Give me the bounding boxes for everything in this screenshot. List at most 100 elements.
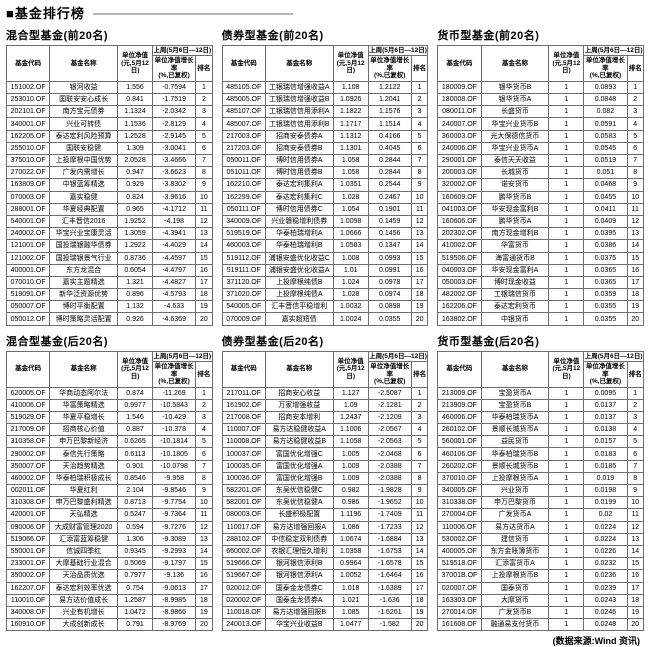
cell-fund-code: 213009.OF (437, 386, 482, 400)
cell-growth-rate: -2.9145 (151, 129, 197, 143)
cell-fund-code: 160609.OF (437, 190, 482, 204)
cell-fund-code: 040003.OF (437, 263, 482, 277)
cell-fund-code: 485005.OF (221, 93, 266, 107)
cell-fund-code: 121002.OF (5, 251, 51, 265)
cell-growth-rate: -1.7409 (367, 508, 412, 522)
cell-rank: 18 (195, 288, 213, 302)
cell-fund-code: 163303.OF (437, 593, 482, 607)
table-row: 020012.OF 国泰金龙债券C 1.018 -1.6389 17 (221, 581, 429, 595)
cell-fund-code: 180009.OF (437, 80, 482, 95)
table-row: 519506.OF 海富通货币B 1 0.0375 15 (437, 251, 645, 265)
cell-rank: 19 (195, 300, 213, 314)
cell-nav: 0.986 (332, 496, 369, 510)
table-row: 660002.OF 农银汇理恒久增利 1.0358 -1.6753 14 (221, 544, 429, 559)
cell-growth-rate: -1.6578 (367, 557, 412, 571)
cell-fund-name: 国泰金龙债券A (264, 593, 334, 607)
cell-nav: 1.0583 (332, 239, 369, 253)
cell-rank: 5 (410, 435, 429, 449)
cell-growth-rate: -10.378 (151, 423, 197, 437)
cell-nav: 1.0477 (332, 618, 369, 632)
cell-growth-rate: 0.0137 (583, 410, 628, 425)
col-header-code: 基金代码 (5, 350, 51, 388)
cell-growth-rate: -9.958 (151, 471, 197, 486)
cell-nav: 1 (548, 618, 585, 632)
table-row: 410002.OF 华富货币 1 0.0386 14 (437, 239, 645, 253)
table-row: 121002.OF 国投瑞银景气行业 0.8736 -4.4597 15 (5, 251, 213, 265)
cell-growth-rate: 1.2122 (367, 80, 412, 95)
cell-fund-code: 213909.OF (437, 398, 482, 412)
cell-rank: 17 (410, 581, 429, 595)
cell-fund-code: 050007.OF (5, 300, 51, 314)
cell-fund-name: 万家增强收益 (264, 398, 334, 412)
cell-fund-code: 400005.OF (437, 544, 482, 559)
table-row: 202302.OF 南方现金增利B 1 0.0395 13 (437, 227, 645, 241)
cell-growth-rate: 0.0095 (583, 386, 628, 400)
cell-growth-rate: 0.1456 (367, 227, 412, 241)
cell-fund-code: 320002.OF (437, 178, 482, 192)
table-row: 371020.OF 上投摩根纯债A 1.028 0.0974 18 (221, 288, 429, 302)
cell-growth-rate: 0.0365 (583, 275, 628, 290)
cell-nav: 1 (548, 251, 585, 265)
cell-fund-name: 兴业可转债 (49, 117, 119, 131)
col-header-code: 基金代码 (437, 45, 482, 82)
cell-growth-rate: -10.1805 (151, 447, 197, 461)
cell-rank: 11 (626, 508, 645, 522)
cell-rank: 1 (195, 386, 213, 400)
cell-nav: 1 (548, 239, 585, 253)
cell-nav: 0.594 (117, 520, 153, 534)
cell-fund-code: 110007.OF (221, 423, 266, 437)
table-row: 288001.OF 华夏经典配置 0.965 -4.1712 11 (5, 202, 213, 216)
cell-growth-rate: -2.0468 (367, 447, 412, 461)
cell-fund-code: 360003.OF (437, 129, 482, 143)
col-header-name: 基金名称 (264, 45, 334, 82)
cell-rank: 14 (410, 544, 429, 559)
cell-nav: 1.024 (332, 275, 369, 290)
cell-rank: 10 (626, 496, 645, 510)
cell-fund-name: 工银瑞信增强收益B (264, 93, 334, 107)
table-row: 360003.OF 光大保德信货币 1 0.0583 5 (437, 129, 645, 143)
cell-fund-name: 国联安稳健 (49, 141, 119, 156)
cell-growth-rate: -1.7233 (367, 520, 412, 534)
cell-growth-rate: 0.0355 (583, 312, 628, 326)
cell-fund-name: 汇添富货币A (480, 557, 550, 571)
cell-fund-name: 嘉实主题精选 (49, 275, 119, 290)
fund-table-money-bottom20: 基金代码 基金名称 单位净值 (元,5月12日) 上周(5月6日—12日) 单位净值增长… (437, 350, 645, 632)
cell-nav: 1.005 (332, 447, 369, 461)
cell-growth-rate: -1.6464 (367, 569, 412, 583)
cell-fund-name: 嘉实稳健 (49, 190, 119, 204)
cell-growth-rate: -3.8302 (151, 178, 197, 192)
cell-fund-code: 162205.OF (5, 129, 51, 143)
cell-fund-code: 110018.OF (221, 605, 266, 620)
cell-fund-code: 260102.OF (437, 423, 482, 437)
cell-growth-rate: 0.0365 (583, 263, 628, 277)
cell-fund-name: 申万巴黎盛利精选 (49, 496, 119, 510)
cell-fund-code: 161608.OF (437, 618, 482, 632)
table-row: 162299.OF 泰达宏利集利C 1.028 0.2467 10 (221, 190, 429, 204)
table-row: 200003.OF 长城货币 1 0.051 8 (437, 166, 645, 180)
cell-nav: 1.0024 (332, 312, 369, 326)
cell-nav: 2.0528 (117, 153, 153, 168)
table-row: 550001.OF 信诚四季红 0.9345 -9.2993 14 (5, 544, 213, 559)
cell-nav: 0.965 (117, 202, 153, 216)
table-row: 310358.OF 申万巴黎新经济 0.6265 -10.1814 5 (5, 435, 213, 449)
cell-nav: 0.824 (117, 190, 153, 204)
cell-growth-rate: 0.0236 (583, 569, 628, 583)
cell-fund-name: 华宝兴业货币A (480, 141, 550, 156)
table-row: 161608.OF 融通易支付货币 1 0.0248 20 (437, 618, 645, 632)
cell-nav: 1.1717 (332, 117, 369, 131)
cell-fund-name: 鹏华货币B (480, 190, 550, 204)
cell-fund-name: 天治品质优选 (49, 569, 119, 583)
cell-fund-name: 益民货币 (480, 435, 550, 449)
cell-fund-name: 泰信天天收益 (480, 153, 550, 168)
table-row: 020002.OF 国泰金龙债券A 1.021 -1.636 18 (221, 593, 429, 607)
cell-nav: 1 (548, 544, 585, 559)
table-row: 519519.OF 华泰柏瑞增利A 1.0666 0.1456 13 (221, 227, 429, 241)
cell-growth-rate: -4.4029 (151, 239, 197, 253)
cell-growth-rate: -3.0041 (151, 141, 197, 156)
cell-rank: 17 (410, 275, 429, 290)
table-row: 253010.OF 国联安安心成长 0.841 -1.7519 2 (5, 93, 213, 107)
cell-nav: 1 (548, 423, 585, 437)
table-row: 460006.OF 华泰柏瑞货币A 1 0.0137 3 (437, 410, 645, 425)
table-row: 519667.OF 银河银信添利A 1.0052 -1.6464 16 (221, 569, 429, 583)
cell-nav: 1.0926 (332, 93, 369, 107)
